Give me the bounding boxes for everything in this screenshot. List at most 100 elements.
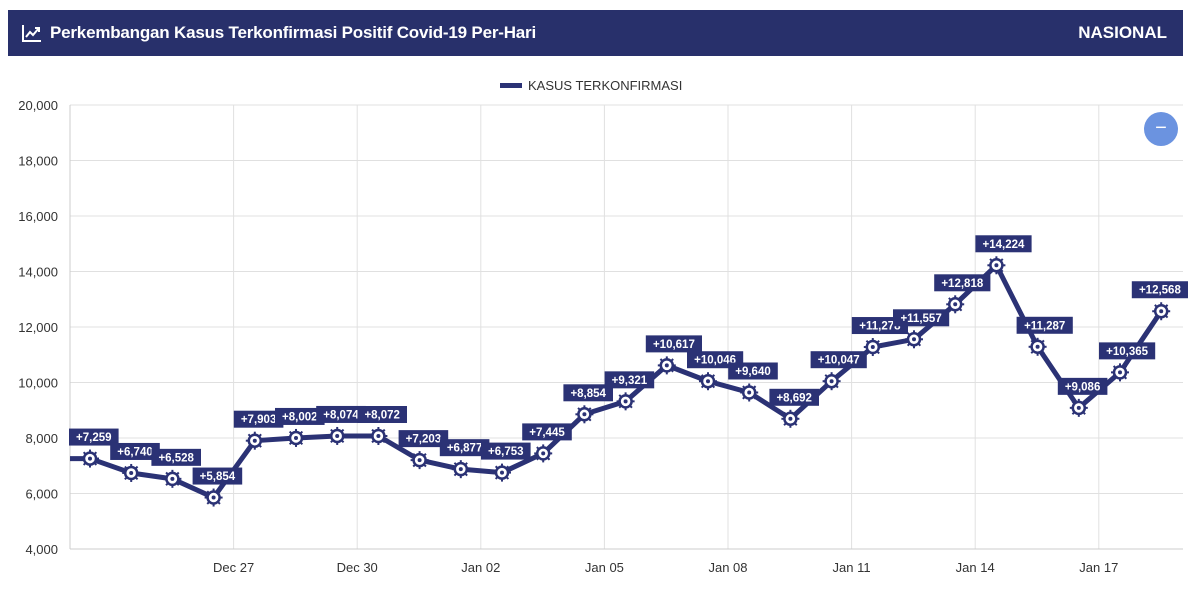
data-label: +7,903 [241, 414, 277, 426]
y-tick-label: 20,000 [18, 98, 58, 113]
data-label: +11,557 [900, 313, 941, 325]
data-label: +7,445 [529, 427, 565, 439]
virus-icon [328, 426, 347, 445]
data-label-box [192, 467, 243, 485]
chart-header: Perkembangan Kasus Terkonfirmasi Positif… [8, 10, 1183, 56]
data-label: +12,568 [1139, 285, 1181, 297]
data-label: +11,278 [859, 321, 901, 333]
data-label: +9,321 [612, 375, 648, 387]
data-label-box [69, 428, 119, 446]
x-tick-label: Jan 02 [461, 560, 500, 575]
data-label-box [522, 423, 572, 441]
scope-label: NASIONAL [1078, 23, 1167, 42]
data-label: +7,259 [76, 432, 112, 444]
virus-icon [287, 428, 305, 447]
data-label-box [1016, 316, 1073, 334]
virus-icon [204, 488, 223, 507]
data-label: +8,072 [364, 410, 400, 422]
y-tick-label: 16,000 [18, 209, 58, 224]
y-tick-label: 18,000 [18, 154, 58, 169]
virus-icon [451, 460, 470, 479]
data-label-box [275, 407, 325, 425]
data-label-box [151, 448, 201, 466]
virus-icon [122, 463, 141, 482]
data-label: +8,854 [570, 388, 606, 400]
data-label-box [233, 410, 284, 428]
virus-icon [410, 451, 429, 470]
x-tick-label: Jan 08 [708, 560, 747, 575]
x-tick-label: Dec 30 [337, 560, 378, 575]
y-tick-label: 12,000 [18, 320, 58, 335]
data-label-box [1057, 377, 1108, 395]
x-tick-label: Jan 14 [956, 560, 995, 575]
data-label-box [398, 430, 449, 448]
virus-icon [1069, 398, 1088, 417]
data-label: +10,047 [818, 355, 860, 367]
line-chart: 4,000 6,000 8,000 10,000 12,000 14,000 16,000 1… [18, 78, 1188, 575]
data-label-box [934, 274, 991, 292]
data-label: +14,224 [983, 239, 1025, 251]
data-label-box [439, 439, 490, 457]
x-tick-label: Jan 05 [585, 560, 624, 575]
data-label: +12,818 [941, 278, 983, 290]
virus-icon [740, 383, 759, 402]
virus-icon [493, 463, 511, 482]
data-label: +10,617 [653, 339, 695, 351]
data-label-box [893, 309, 950, 327]
data-label-box [357, 406, 407, 424]
y-tick-label: 8,000 [25, 431, 58, 446]
virus-icon [616, 392, 635, 411]
virus-icon [699, 372, 717, 391]
data-label-box [563, 384, 613, 402]
virus-icon [1028, 337, 1047, 356]
data-label: +8,692 [776, 392, 812, 404]
data-label-box [110, 442, 160, 460]
data-label-box [810, 351, 867, 369]
y-tick-label: 14,000 [18, 265, 58, 280]
virus-icon [987, 256, 1006, 275]
data-label: +9,640 [735, 366, 771, 378]
data-label: +8,074 [323, 409, 359, 421]
virus-icon [163, 469, 182, 488]
line-chart-icon [22, 24, 42, 47]
y-tick-label: 6,000 [25, 487, 58, 502]
data-label-box [975, 235, 1032, 253]
x-tick-label: Jan 11 [833, 560, 871, 575]
legend-label: KASUS TERKONFIRMASI [528, 78, 682, 93]
data-label: +10,365 [1106, 346, 1148, 358]
x-tick-label: Jan 17 [1079, 560, 1118, 575]
data-label-box [769, 388, 819, 406]
data-label: +6,528 [158, 452, 194, 464]
data-label-box [1131, 281, 1188, 299]
data-label-box [316, 405, 366, 423]
virus-icon [863, 338, 882, 357]
data-label: +6,753 [488, 446, 524, 458]
data-label: +6,740 [117, 446, 153, 458]
data-label-box [728, 362, 778, 380]
legend-swatch [500, 83, 522, 88]
x-tick-label: Dec 27 [213, 560, 254, 575]
data-label-box [645, 335, 702, 353]
data-label: +6,877 [447, 443, 483, 455]
y-tick-label: 4,000 [25, 542, 58, 557]
virus-icon [781, 409, 800, 428]
virus-icon [657, 356, 676, 375]
virus-icon [1111, 363, 1129, 382]
virus-icon [822, 372, 841, 391]
data-label: +9,086 [1065, 381, 1101, 393]
zoom-out-button[interactable]: − [1144, 112, 1178, 146]
data-label: +11,287 [1024, 320, 1065, 332]
data-label-box [481, 442, 531, 460]
data-label: +8,002 [282, 411, 318, 423]
data-label: +10,046 [694, 355, 736, 367]
data-label-box [604, 371, 655, 389]
data-label: +5,854 [200, 471, 236, 483]
virus-icon [81, 449, 99, 468]
virus-icon [946, 295, 965, 314]
virus-icon [369, 427, 388, 446]
data-label-box [1099, 342, 1156, 360]
virus-icon [575, 405, 594, 424]
virus-icon [905, 330, 923, 349]
virus-icon [534, 444, 553, 463]
y-tick-label: 10,000 [18, 376, 58, 391]
